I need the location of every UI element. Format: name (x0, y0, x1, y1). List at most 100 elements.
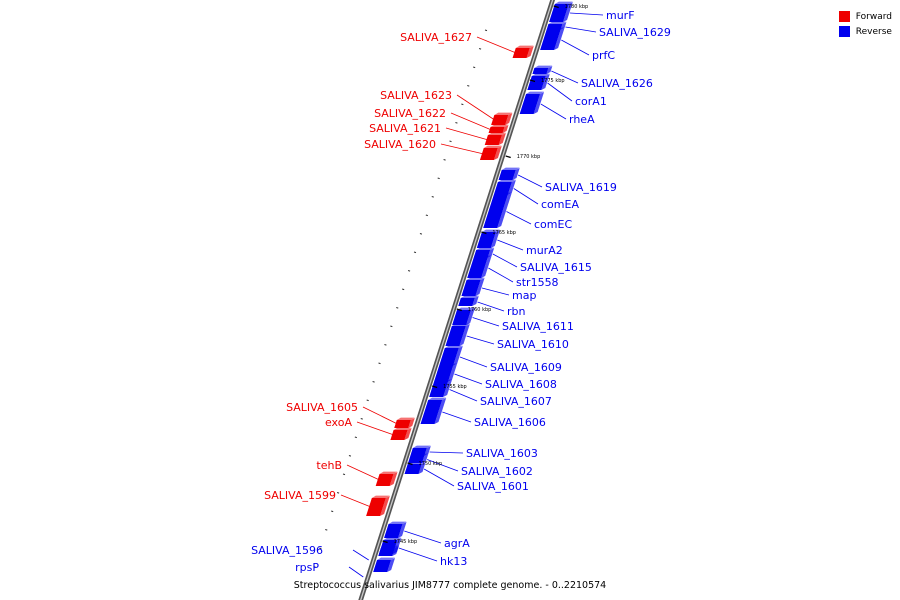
gene-feature-saliva-1608-side (447, 364, 458, 382)
leader-line-comea (513, 188, 539, 205)
gene-label-saliva-1626: SALIVA_1626 (581, 77, 653, 90)
minor-tick (390, 325, 393, 328)
gene-feature-rpsp-face (373, 560, 392, 572)
gene-feature-str1558-top (473, 255, 492, 258)
gene-label-saliva-1602: SALIVA_1602 (461, 465, 533, 478)
gene-feature-saliva-1601 (404, 461, 426, 474)
gene-feature-saliva-1622-face (488, 127, 505, 133)
gene-feature-saliva-1608 (433, 363, 458, 382)
genome-backbone (358, 0, 556, 600)
gene-feature-exoa-side (404, 428, 412, 440)
gene-feature-saliva-1619-side (512, 168, 520, 180)
leader-line-tehb (346, 464, 380, 481)
tick-label: 1760 kbp (468, 307, 492, 313)
gene-label-saliva-1627: SALIVA_1627 (400, 31, 472, 44)
gene-feature-saliva-1609-side (453, 346, 463, 366)
gene-feature-map (461, 277, 485, 296)
minor-tick (378, 362, 381, 365)
gene-label-saliva-1603: SALIVA_1603 (466, 447, 538, 460)
gene-label-cora1: corA1 (575, 95, 607, 108)
gene-feature-cora1-top (531, 73, 550, 76)
gene-feature-mura2 (476, 229, 500, 248)
gene-feature-saliva-1623-top (494, 112, 513, 115)
gene-feature-str1558 (467, 255, 492, 278)
gene-feature-prfc-top (546, 27, 565, 30)
gene-label-saliva-1610: SALIVA_1610 (497, 338, 569, 351)
leader-line-saliva-1621 (445, 127, 489, 141)
backbone-highlight-line (360, 0, 554, 600)
minor-tick (467, 85, 470, 87)
major-tick (407, 462, 413, 466)
gene-feature-rhea-side (533, 92, 545, 114)
gene-feature-saliva-1601-face (404, 464, 422, 474)
gene-feature-saliva-1610-top (451, 323, 470, 326)
gene-label-saliva-1622: SALIVA_1622 (374, 107, 446, 120)
minor-tick (331, 510, 334, 513)
leader-line-saliva-1606 (442, 411, 472, 423)
gene-feature-comea-face (493, 182, 512, 195)
minor-tick (372, 381, 375, 383)
leader-line-saliva-1596 (352, 549, 369, 561)
tick-label: 1780 kbp (565, 4, 589, 10)
leader-line-mura2 (497, 239, 524, 251)
gene-feature-saliva-1627-top (515, 45, 534, 48)
gene-feature-saliva-1611-face (452, 310, 471, 325)
gene-feature-agra-face (384, 524, 403, 538)
gene-feature-saliva-1623-face (491, 115, 509, 125)
gene-label-saliva-1609: SALIVA_1609 (490, 361, 562, 374)
gene-label-hk13: hk13 (440, 555, 467, 568)
leader-line-hk13 (398, 547, 438, 562)
gene-feature-saliva-1602-top (410, 453, 429, 456)
gene-feature-saliva-1619 (498, 167, 520, 180)
gene-feature-cora1 (527, 73, 550, 90)
leader-line-saliva-1615 (492, 253, 518, 268)
leader-line-saliva-1599 (340, 494, 372, 508)
gene-feature-saliva-1621 (484, 132, 506, 145)
gene-label-comec: comEC (534, 218, 572, 231)
gene-feature-comec (483, 192, 512, 228)
gene-feature-saliva-1615-top (476, 247, 495, 250)
gene-feature-exoa-top (393, 427, 412, 430)
gene-feature-agra (384, 521, 407, 538)
minor-tick (478, 48, 482, 50)
gene-feature-saliva-1605 (394, 417, 415, 428)
gene-label-rpsp: rpsP (295, 561, 319, 574)
legend-item-forward: Forward (838, 9, 892, 24)
gene-feature-saliva-1629-top (548, 21, 567, 24)
gene-feature-tehb (375, 471, 398, 486)
gene-feature-tehb-side (389, 472, 398, 486)
gene-label-saliva-1620: SALIVA_1620 (364, 138, 436, 151)
gene-feature-saliva-1596-side (392, 546, 399, 554)
gene-feature-murf-side (563, 2, 573, 22)
gene-feature-prfc-side (554, 28, 565, 50)
major-tick (382, 540, 388, 544)
gene-label-saliva-1629: SALIVA_1629 (599, 26, 671, 39)
leader-line-saliva-1610 (466, 335, 495, 345)
minor-tick (455, 122, 458, 124)
minor-tick (425, 214, 428, 217)
leader-line-saliva-1605 (362, 406, 398, 425)
gene-feature-comea-side (507, 180, 516, 195)
gene-label-agra: agrA (444, 537, 470, 550)
gene-label-saliva-1619: SALIVA_1619 (545, 181, 617, 194)
gene-feature-saliva-1610 (445, 323, 470, 346)
legend: Forward Reverse (838, 9, 892, 39)
gene-feature-saliva-1620-top (483, 145, 502, 148)
gene-feature-saliva-1620-side (493, 146, 502, 160)
tick-label: 1775 kbp (541, 78, 565, 84)
gene-feature-rpsp (373, 557, 396, 572)
gene-feature-rbn-face (458, 298, 475, 306)
leader-line-saliva-1623 (456, 94, 495, 121)
minor-tick (348, 455, 352, 457)
gene-feature-saliva-1626-side (546, 66, 553, 74)
gene-feature-saliva-1606-face (420, 400, 443, 424)
gene-feature-saliva-1606 (420, 397, 447, 424)
gene-feature-rbn-top (460, 295, 479, 298)
major-tick (505, 155, 511, 159)
leader-line-rhea (540, 103, 567, 120)
minor-tick (437, 177, 440, 180)
gene-feature-map-top (466, 277, 485, 280)
leader-line-murf (569, 12, 604, 16)
gene-feature-saliva-1602-face (408, 456, 425, 463)
minor-tick (443, 159, 446, 161)
